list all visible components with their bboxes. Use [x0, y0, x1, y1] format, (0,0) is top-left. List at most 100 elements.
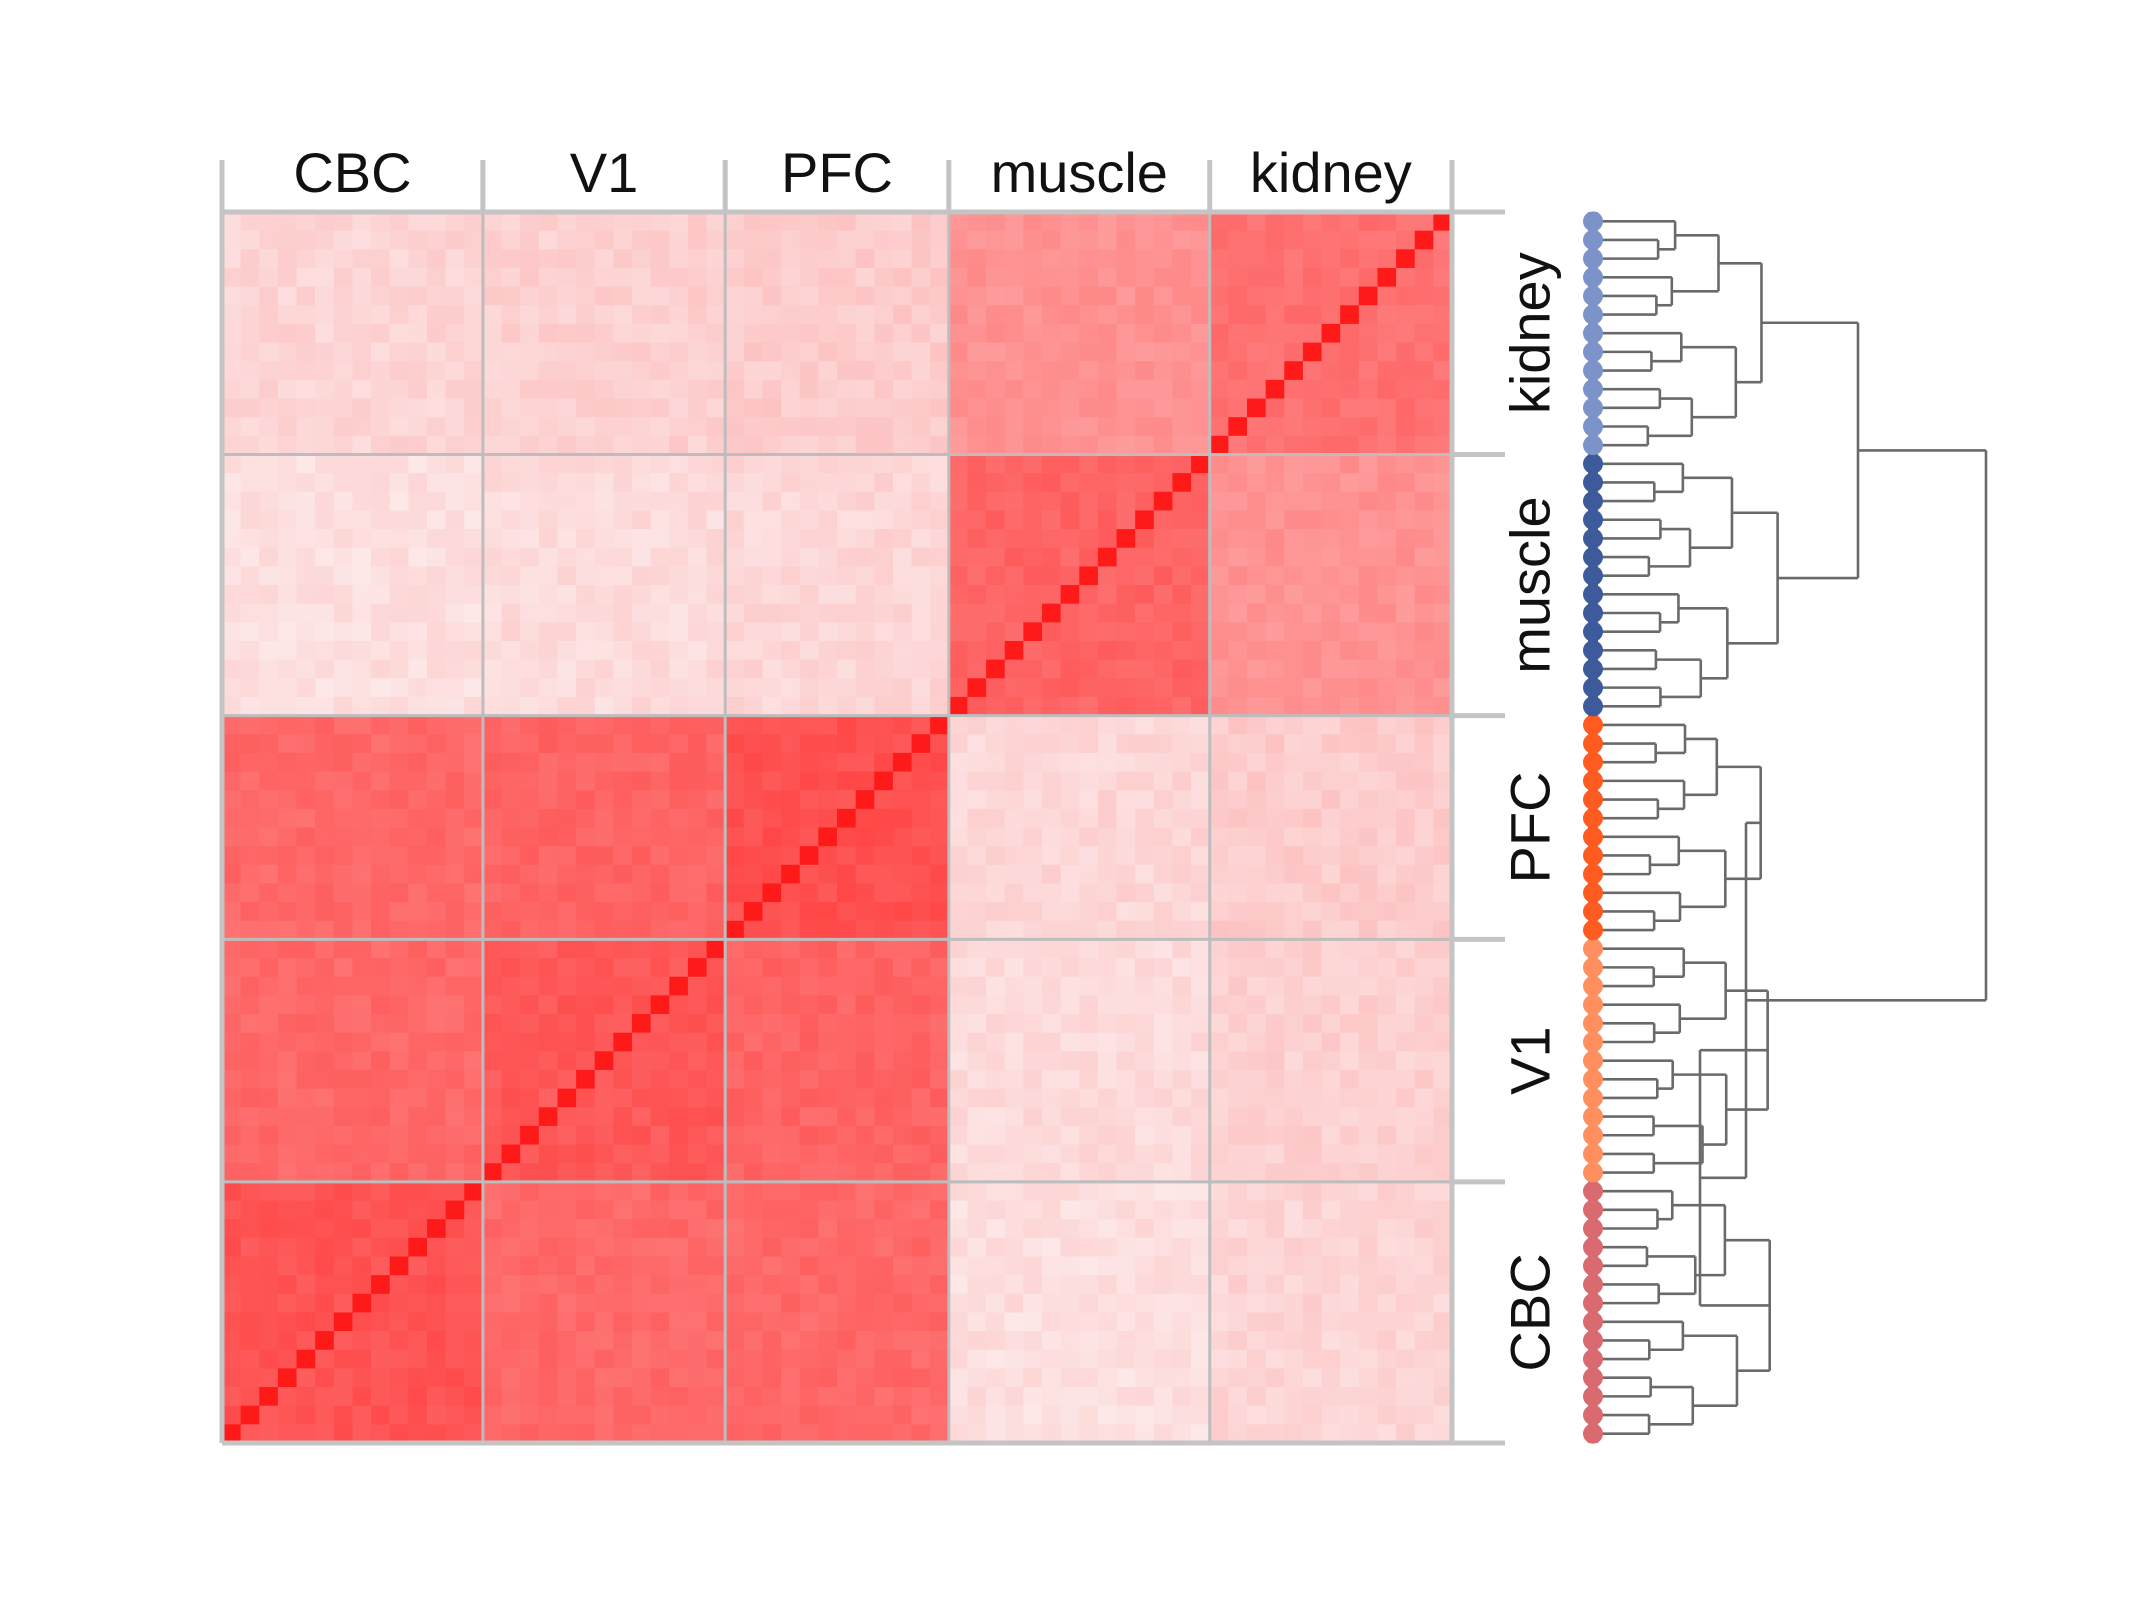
heatmap-cell	[259, 267, 279, 288]
heatmap-cell	[1414, 902, 1434, 922]
dendrogram-leaf-dot	[1583, 733, 1603, 754]
heatmap-cell	[1265, 454, 1285, 474]
heatmap-cell	[1042, 491, 1062, 512]
heatmap-cell	[445, 249, 465, 269]
heatmap-cell	[576, 864, 596, 885]
dendrogram-leaf-dot	[1583, 1218, 1603, 1239]
heatmap-cell	[538, 529, 559, 549]
heatmap-cell	[333, 1424, 354, 1444]
heatmap-cell	[799, 547, 819, 567]
heatmap-cell	[706, 1125, 726, 1146]
heatmap-cell	[1135, 1125, 1155, 1146]
heatmap-cell	[538, 902, 559, 922]
heatmap-cell	[818, 659, 838, 679]
heatmap-cell	[520, 939, 540, 959]
heatmap-cell	[1284, 1125, 1304, 1146]
heatmap-cell	[408, 995, 428, 1015]
heatmap-cell	[389, 1051, 409, 1071]
heatmap-cell	[1097, 752, 1118, 773]
heatmap-cell	[948, 1331, 969, 1351]
heatmap-cell	[743, 603, 764, 623]
heatmap-cell	[482, 622, 503, 642]
heatmap-cell	[1284, 323, 1304, 344]
heatmap-cell	[277, 249, 298, 269]
heatmap-cell	[1153, 1293, 1174, 1314]
heatmap-cell	[892, 1219, 913, 1239]
heatmap-cell	[1340, 1125, 1360, 1146]
heatmap-cell	[352, 361, 372, 381]
heatmap-cell	[762, 1088, 782, 1108]
heatmap-cell	[687, 1405, 708, 1425]
heatmap-cell	[986, 1069, 1006, 1090]
heatmap-cell	[464, 1368, 484, 1388]
heatmap-cell	[781, 1144, 801, 1164]
heatmap-cell	[1247, 1181, 1267, 1202]
heatmap-cell	[1265, 603, 1285, 623]
heatmap-cell	[911, 305, 931, 325]
heatmap-cell	[594, 1200, 614, 1220]
heatmap-cell	[594, 585, 614, 605]
heatmap-cell	[1042, 1163, 1062, 1183]
heatmap-cell	[892, 995, 913, 1015]
heatmap-cell	[837, 1051, 857, 1071]
heatmap-cell	[687, 547, 708, 567]
heatmap-cell	[930, 1144, 950, 1164]
heatmap-cell	[1079, 491, 1099, 512]
heatmap-cell	[389, 883, 409, 903]
heatmap-cell	[333, 361, 354, 381]
heatmap-cell	[1209, 398, 1229, 418]
heatmap-cell	[855, 473, 875, 493]
heatmap-cell	[1172, 1275, 1192, 1295]
heatmap-cell	[855, 678, 875, 698]
heatmap-cell	[222, 790, 242, 810]
heatmap-cell	[837, 696, 857, 717]
heatmap-cell	[1079, 958, 1099, 978]
heatmap-cell	[1023, 603, 1043, 623]
heatmap-cell	[930, 323, 950, 344]
heatmap-cell	[687, 1312, 708, 1332]
heatmap-cell	[1079, 1424, 1099, 1444]
heatmap-cell	[1433, 902, 1453, 922]
heatmap-cell	[1116, 1312, 1136, 1332]
heatmap-cell	[408, 435, 428, 456]
heatmap-cell	[315, 1368, 335, 1388]
heatmap-cell	[576, 771, 596, 791]
heatmap-cell	[706, 585, 726, 605]
heatmap-cell	[538, 585, 559, 605]
heatmap-cell	[687, 286, 708, 306]
heatmap-cell	[1023, 1200, 1043, 1220]
heatmap-cell	[855, 827, 875, 847]
heatmap-cell	[576, 1107, 596, 1127]
heatmap-cell	[1116, 603, 1136, 623]
heatmap-cell	[743, 1200, 764, 1220]
heatmap-cell	[259, 249, 279, 269]
heatmap-cell	[762, 696, 782, 717]
heatmap-cell	[669, 305, 689, 325]
heatmap-cell	[1340, 249, 1360, 269]
heatmap-cell	[501, 640, 521, 661]
heatmap-cell	[855, 1200, 875, 1220]
heatmap-cell	[1079, 1349, 1099, 1369]
heatmap-cell	[1284, 1405, 1304, 1425]
heatmap-cell	[1097, 585, 1118, 605]
heatmap-cell	[1172, 976, 1192, 996]
heatmap-cell	[874, 286, 894, 306]
heatmap-cell	[892, 342, 913, 362]
heatmap-cell	[315, 752, 335, 773]
heatmap-cell	[333, 734, 354, 754]
heatmap-cell	[464, 417, 484, 437]
heatmap-cell	[706, 920, 726, 941]
heatmap-cell	[986, 1032, 1006, 1052]
heatmap-cell	[1265, 902, 1285, 922]
heatmap-cell	[948, 1424, 969, 1444]
heatmap-cell	[799, 622, 819, 642]
heatmap-cell	[1321, 491, 1341, 512]
heatmap-cell	[855, 454, 875, 474]
heatmap-cell	[687, 566, 708, 586]
heatmap-cell	[371, 1424, 391, 1444]
heatmap-cell	[1265, 1144, 1285, 1164]
heatmap-cell	[389, 379, 409, 400]
heatmap-cell	[1060, 417, 1080, 437]
heatmap-cell	[1228, 212, 1248, 232]
